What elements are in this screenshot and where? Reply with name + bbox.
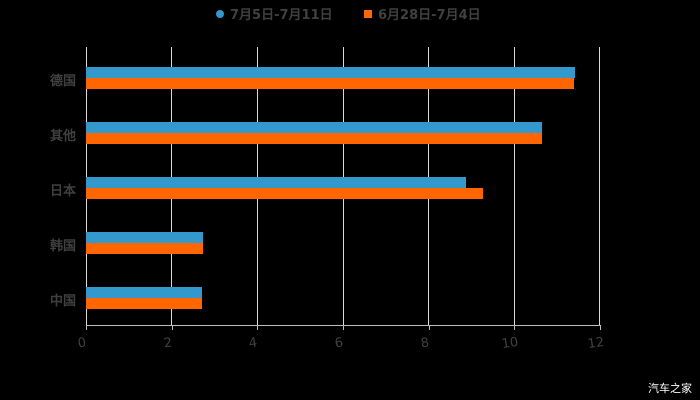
x-tick-label: 6 <box>333 335 345 352</box>
legend-square-icon <box>364 9 372 18</box>
chart-legend: 7月5日-7月11日 6月28日-7月4日 <box>0 4 700 24</box>
legend-circle-icon <box>216 9 224 18</box>
bar-series-1 <box>86 67 576 78</box>
x-tick <box>257 325 259 330</box>
x-tick-label: 0 <box>76 335 88 352</box>
x-tick-label: 10 <box>501 334 520 353</box>
category-label: 其他 <box>50 129 77 144</box>
bar-series-1 <box>86 232 203 243</box>
bar-series-2 <box>86 78 575 89</box>
category-label: 韩国 <box>50 239 77 254</box>
x-tick <box>86 325 87 330</box>
category-label: 日本 <box>50 184 77 199</box>
x-tick <box>171 325 173 330</box>
watermark: 汽车之家 <box>648 382 692 395</box>
category-label: 中国 <box>50 294 77 309</box>
x-tick-label: 2 <box>162 335 173 352</box>
legend-label: 6月28日-7月4日 <box>378 8 481 23</box>
x-tick-label: 12 <box>586 334 606 353</box>
bar-series-2 <box>86 298 203 309</box>
x-tick <box>600 325 601 330</box>
legend-label: 7月5日-7月11日 <box>230 8 333 23</box>
legend-item-series-1: 7月5日-7月11日 <box>216 4 333 23</box>
bar-series-1 <box>86 122 543 133</box>
x-tick <box>343 325 344 330</box>
bar-series-2 <box>86 243 203 254</box>
bar-series-2 <box>86 188 484 199</box>
bar-series-2 <box>86 133 543 144</box>
gridline <box>599 47 600 325</box>
gridline <box>514 47 515 325</box>
category-label: 德国 <box>50 74 77 89</box>
bar-series-1 <box>86 287 203 298</box>
x-tick <box>514 325 516 330</box>
legend-item-series-2: 6月28日-7月4日 <box>364 4 481 23</box>
plot-area <box>86 47 600 325</box>
x-tick-label: 4 <box>248 335 259 352</box>
x-tick-label: 8 <box>419 335 430 352</box>
x-tick <box>428 325 430 330</box>
bar-series-1 <box>86 177 466 188</box>
